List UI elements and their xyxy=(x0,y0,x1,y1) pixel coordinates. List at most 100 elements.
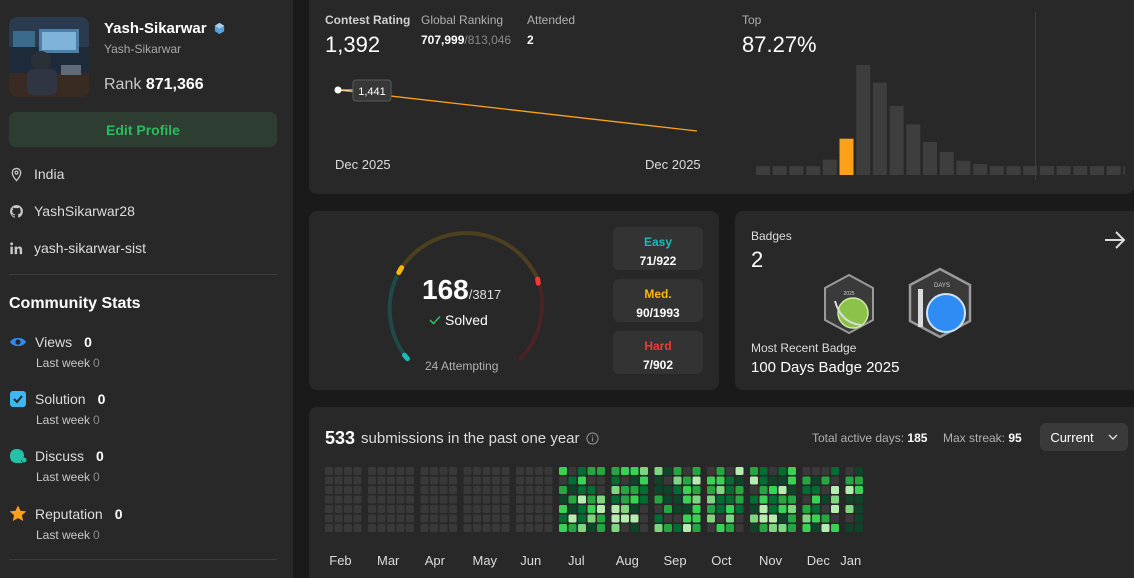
heatmap-cell[interactable] xyxy=(664,514,672,523)
heatmap-cell[interactable] xyxy=(559,514,567,523)
heatmap-cell[interactable] xyxy=(802,514,811,523)
heatmap-cell[interactable] xyxy=(812,476,820,485)
heatmap-cell[interactable] xyxy=(707,505,715,513)
heatmap-cell[interactable] xyxy=(611,467,620,475)
heatmap-cell[interactable] xyxy=(611,495,620,504)
heatmap-cell[interactable] xyxy=(855,505,863,513)
heatmap-cell[interactable] xyxy=(396,495,405,504)
heatmap-cell[interactable] xyxy=(325,514,333,523)
heatmap-cell[interactable] xyxy=(707,486,715,494)
heatmap-cell[interactable] xyxy=(664,505,672,513)
rating-distribution-histogram[interactable] xyxy=(745,60,1125,176)
submission-heatmap[interactable] xyxy=(325,465,1134,547)
heatmap-cell[interactable] xyxy=(568,476,577,485)
heatmap-cell[interactable] xyxy=(482,505,491,513)
histogram-bar[interactable] xyxy=(1056,166,1071,175)
heatmap-cell[interactable] xyxy=(707,467,715,475)
heatmap-cell[interactable] xyxy=(692,476,701,485)
heatmap-cell[interactable] xyxy=(396,476,405,485)
avatar[interactable] xyxy=(9,17,89,97)
heatmap-cell[interactable] xyxy=(430,467,438,475)
heatmap-cell[interactable] xyxy=(707,524,715,532)
histogram-bar[interactable] xyxy=(856,65,871,175)
heatmap-cell[interactable] xyxy=(587,524,596,532)
heatmap-cell[interactable] xyxy=(396,505,405,513)
heatmap-cell[interactable] xyxy=(587,514,596,523)
heatmap-cell[interactable] xyxy=(501,476,510,485)
heatmap-cell[interactable] xyxy=(716,514,725,523)
heatmap-cell[interactable] xyxy=(597,524,605,532)
heatmap-cell[interactable] xyxy=(750,467,758,475)
github-row[interactable]: YashSikarwar28 xyxy=(9,203,135,219)
heatmap-cell[interactable] xyxy=(735,476,744,485)
heatmap-cell[interactable] xyxy=(368,486,376,494)
difficulty-hard[interactable]: Hard 7/902 xyxy=(613,331,703,374)
heatmap-cell[interactable] xyxy=(482,486,491,494)
heatmap-cell[interactable] xyxy=(640,514,648,523)
linkedin-link[interactable]: yash-sikarwar-sist xyxy=(34,240,147,256)
heatmap-cell[interactable] xyxy=(525,476,534,485)
heatmap-cell[interactable] xyxy=(587,495,596,504)
heatmap-cell[interactable] xyxy=(683,495,691,504)
heatmap-cell[interactable] xyxy=(439,514,448,523)
heatmap-cell[interactable] xyxy=(845,467,854,475)
heatmap-cell[interactable] xyxy=(334,514,343,523)
heatmap-cell[interactable] xyxy=(377,505,386,513)
heatmap-cell[interactable] xyxy=(664,524,672,532)
heatmap-cell[interactable] xyxy=(449,467,457,475)
heatmap-cell[interactable] xyxy=(325,476,333,485)
heatmap-cell[interactable] xyxy=(492,524,500,532)
histogram-bar[interactable] xyxy=(1090,166,1104,175)
heatmap-cell[interactable] xyxy=(788,495,796,504)
heatmap-cell[interactable] xyxy=(788,476,796,485)
heatmap-cell[interactable] xyxy=(597,476,605,485)
heatmap-cell[interactable] xyxy=(387,495,395,504)
heatmap-cell[interactable] xyxy=(396,486,405,494)
heatmap-cell[interactable] xyxy=(387,514,395,523)
heatmap-cell[interactable] xyxy=(640,486,648,494)
heatmap-cell[interactable] xyxy=(334,486,343,494)
heatmap-cell[interactable] xyxy=(788,486,796,494)
heatmap-cell[interactable] xyxy=(630,524,639,532)
heatmap-cell[interactable] xyxy=(568,467,577,475)
heatmap-cell[interactable] xyxy=(654,495,663,504)
histogram-bar[interactable] xyxy=(756,166,770,175)
heatmap-cell[interactable] xyxy=(831,514,839,523)
heatmap-cell[interactable] xyxy=(621,524,629,532)
heatmap-cell[interactable] xyxy=(430,514,438,523)
histogram-bar[interactable] xyxy=(889,105,904,175)
heatmap-cell[interactable] xyxy=(802,495,811,504)
heatmap-cell[interactable] xyxy=(750,486,758,494)
heatmap-cell[interactable] xyxy=(516,524,524,532)
heatmap-cell[interactable] xyxy=(831,495,839,504)
heatmap-cell[interactable] xyxy=(621,495,629,504)
heatmap-cell[interactable] xyxy=(759,467,768,475)
heatmap-cell[interactable] xyxy=(525,524,534,532)
heatmap-cell[interactable] xyxy=(325,505,333,513)
heatmap-cell[interactable] xyxy=(821,486,830,494)
heatmap-cell[interactable] xyxy=(344,505,352,513)
heatmap-cell[interactable] xyxy=(845,505,854,513)
edit-profile-button[interactable]: Edit Profile xyxy=(9,112,277,147)
github-link[interactable]: YashSikarwar28 xyxy=(34,203,135,219)
heatmap-cell[interactable] xyxy=(492,495,500,504)
heatmap-cell[interactable] xyxy=(621,505,629,513)
heatmap-cell[interactable] xyxy=(420,467,429,475)
heatmap-cell[interactable] xyxy=(692,486,701,494)
heatmap-cell[interactable] xyxy=(812,467,820,475)
heatmap-cell[interactable] xyxy=(788,467,796,475)
heatmap-cell[interactable] xyxy=(406,486,414,494)
heatmap-cell[interactable] xyxy=(353,486,362,494)
heatmap-cell[interactable] xyxy=(735,505,744,513)
heatmap-cell[interactable] xyxy=(821,476,830,485)
heatmap-cell[interactable] xyxy=(449,495,457,504)
heatmap-cell[interactable] xyxy=(769,514,777,523)
heatmap-cell[interactable] xyxy=(492,514,500,523)
heatmap-cell[interactable] xyxy=(759,514,768,523)
heatmap-cell[interactable] xyxy=(344,467,352,475)
heatmap-cell[interactable] xyxy=(501,514,510,523)
heatmap-cell[interactable] xyxy=(387,476,395,485)
heatmap-cell[interactable] xyxy=(707,514,715,523)
histogram-bar[interactable] xyxy=(923,142,937,175)
heatmap-cell[interactable] xyxy=(535,486,543,494)
